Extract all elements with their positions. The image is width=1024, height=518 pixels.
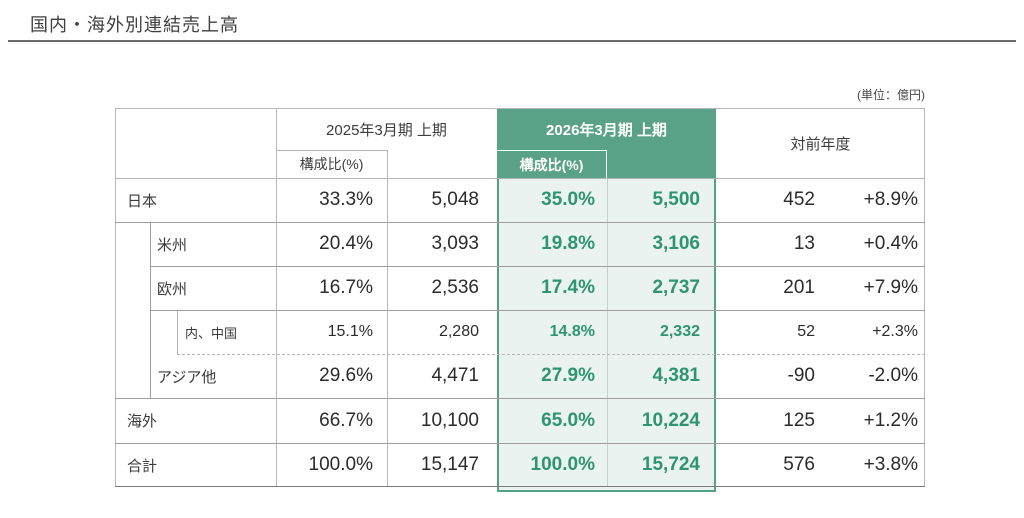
table-right-border	[924, 108, 925, 487]
row-divider	[150, 310, 925, 311]
indent-level2-line	[177, 310, 178, 354]
yoy-pct-cell: -2.0%	[820, 354, 925, 398]
header-curr-period: 2026年3月期 上期	[546, 121, 667, 139]
prev-value-cell: 2,280	[387, 310, 497, 354]
yoy-diff-cell: 52	[716, 310, 820, 354]
yoy-diff-cell: 125	[716, 398, 820, 443]
prev-value-cell: 10,100	[387, 398, 497, 443]
row-label: 欧州	[115, 266, 276, 310]
row-label: アジア他	[115, 354, 276, 398]
label-column-border	[276, 108, 277, 487]
curr-share-cell: 17.4%	[541, 277, 595, 298]
yoy-pct-cell: +0.4%	[820, 222, 925, 266]
header-yoy: 対前年度	[716, 108, 925, 178]
yoy-diff-cell: 452	[716, 178, 820, 222]
row-label: 米州	[115, 222, 276, 266]
curr-value-cell: 15,724	[641, 454, 700, 475]
row-divider	[115, 443, 925, 444]
curr-share-cell: 35.0%	[541, 189, 595, 210]
yoy-pct-cell: +3.8%	[820, 443, 925, 487]
curr-value-cell: 2,737	[652, 277, 700, 298]
prev-value-cell: 2,536	[387, 266, 497, 310]
row-label: 海外	[115, 398, 276, 443]
prev-share-cell: 100.0%	[276, 443, 387, 487]
prev-value-cell: 4,471	[387, 354, 497, 398]
curr-value-cell: 4,381	[652, 365, 700, 386]
yoy-diff-cell: 576	[716, 443, 820, 487]
header-bottom-border	[115, 178, 925, 179]
sales-table: 2025年3月期 上期 構成比(%) 2026年3月期 上期 構成比(%) 対前…	[115, 108, 925, 492]
header-curr-composition: 構成比(%)	[497, 150, 607, 178]
table-left-border	[115, 108, 116, 487]
curr-share-cell: 27.9%	[541, 365, 595, 386]
header-empty-cell	[115, 108, 276, 178]
prev-share-cell: 33.3%	[276, 178, 387, 222]
row-divider-dashed	[177, 354, 925, 355]
curr-value-cell: 5,500	[652, 189, 700, 210]
prev-share-cell: 66.7%	[276, 398, 387, 443]
row-label: 日本	[115, 178, 276, 222]
yoy-pct-cell: +1.2%	[820, 398, 925, 443]
table-grid: 2025年3月期 上期 構成比(%) 2026年3月期 上期 構成比(%) 対前…	[115, 108, 925, 487]
curr-share-cell: 65.0%	[541, 409, 595, 431]
row-label: 内、中国	[115, 310, 276, 354]
header-prev-period: 2025年3月期 上期	[276, 108, 497, 150]
prev-share-cell: 15.1%	[276, 310, 387, 354]
yoy-pct-cell: +7.9%	[820, 266, 925, 310]
prev-share-cell: 16.7%	[276, 266, 387, 310]
curr-share-cell: 100.0%	[530, 454, 595, 475]
unit-note: (単位：億円)	[857, 88, 925, 102]
curr-share-cell: 19.8%	[541, 233, 595, 254]
prev-share-cell: 29.6%	[276, 354, 387, 398]
prev-share-cell: 20.4%	[276, 222, 387, 266]
yoy-diff-cell: 201	[716, 266, 820, 310]
yoy-diff-cell: -90	[716, 354, 820, 398]
row-divider	[115, 222, 925, 223]
prev-composition-box-top	[276, 150, 387, 151]
prev-value-cell: 5,048	[387, 178, 497, 222]
curr-value-cell: 3,106	[652, 233, 700, 254]
row-label: 合計	[115, 443, 276, 487]
header-prev-value-cell	[387, 150, 497, 178]
curr-columns-divider	[607, 178, 608, 487]
table-top-border	[115, 108, 925, 109]
header-prev-composition: 構成比(%)	[276, 150, 387, 178]
prev-columns-divider	[387, 150, 388, 487]
title-divider	[8, 40, 1016, 42]
curr-share-cell: 14.8%	[549, 323, 595, 340]
prev-value-cell: 3,093	[387, 222, 497, 266]
yoy-pct-cell: +2.3%	[820, 310, 925, 354]
row-divider	[150, 266, 925, 267]
prev-value-cell: 15,147	[387, 443, 497, 487]
row-divider	[115, 398, 925, 399]
curr-value-cell: 2,332	[659, 323, 700, 340]
yoy-pct-cell: +8.9%	[820, 178, 925, 222]
curr-value-cell: 10,224	[641, 409, 700, 431]
yoy-diff-cell: 13	[716, 222, 820, 266]
table-bottom-border	[115, 486, 925, 487]
page-title: 国内・海外別連結売上高	[30, 15, 239, 35]
